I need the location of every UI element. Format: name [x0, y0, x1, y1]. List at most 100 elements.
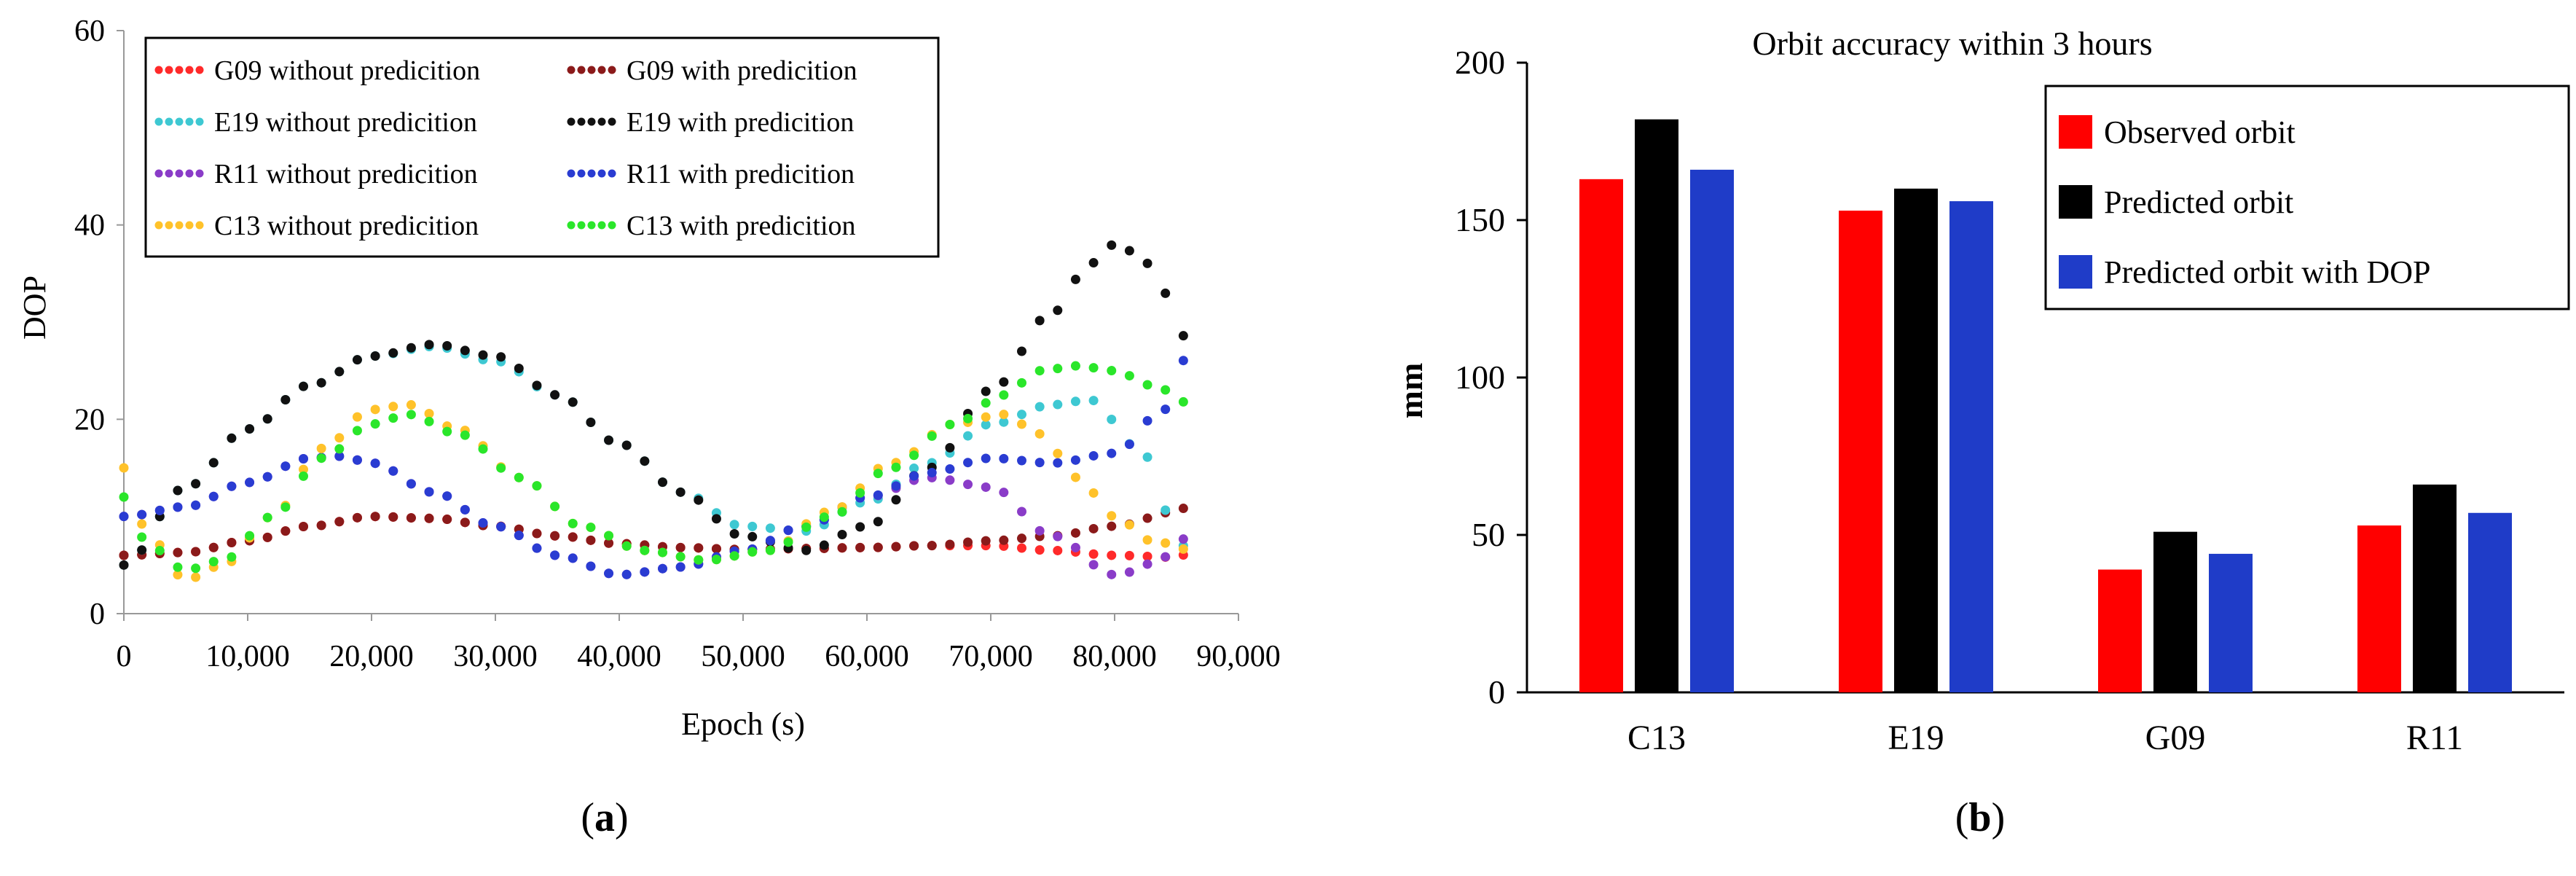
a-legend-marker-dot [195, 117, 204, 126]
a-data-point [262, 472, 272, 482]
a-legend-entry: R11 without predicition [154, 159, 478, 189]
a-data-point [262, 532, 272, 542]
a-data-point [334, 444, 345, 454]
a-legend-marker-dot [185, 66, 194, 74]
a-data-point [316, 443, 326, 453]
a-series-g09-with-predicition [119, 504, 1188, 560]
a-data-point [1034, 525, 1045, 536]
a-data-point [729, 551, 739, 561]
a-data-point [981, 482, 991, 492]
a-data-point [1142, 258, 1152, 268]
a-data-point [352, 512, 362, 523]
a-data-point [945, 475, 955, 485]
a-data-point [981, 536, 991, 546]
a-data-point [783, 525, 793, 536]
a-data-point [245, 424, 255, 434]
a-data-point [765, 523, 775, 533]
bar-r11-predicted-orbit [2413, 484, 2457, 692]
a-y-axis-label: DOP [17, 275, 52, 340]
a-data-point [1088, 549, 1099, 559]
b-legend-entry: Predicted orbit [2059, 184, 2293, 220]
a-legend-entry: G09 with predicition [567, 55, 857, 86]
a-legend-marker-dot [154, 66, 163, 74]
a-data-point [316, 453, 326, 464]
a-data-point [1034, 458, 1045, 468]
a-legend-marker-dot [597, 66, 606, 74]
a-data-point [855, 488, 865, 498]
a-data-point [1034, 316, 1045, 326]
a-legend-label: R11 without predicition [214, 159, 478, 189]
a-data-point [1107, 550, 1117, 560]
a-data-point [406, 479, 416, 489]
a-data-point [1070, 542, 1080, 552]
a-data-point [909, 464, 919, 474]
a-legend-marker-dot [608, 66, 616, 74]
a-panel-label: (a) [581, 795, 628, 840]
a-legend-label: E19 without predicition [214, 107, 477, 138]
a-data-point [1017, 419, 1026, 429]
a-data-point [855, 542, 865, 552]
a-series-r11-without-predicition [119, 451, 1188, 579]
bar-g09-predicted-orbit-with-dop [2209, 553, 2253, 692]
a-data-point [1178, 396, 1188, 407]
a-data-point [460, 517, 470, 528]
a-data-point [119, 463, 129, 473]
a-data-point [370, 419, 380, 429]
a-series-c13-without-predicition [119, 400, 1188, 582]
a-data-point [119, 560, 129, 570]
a-data-point [1070, 455, 1080, 465]
bar-e19-predicted-orbit-with-dop [1949, 201, 1993, 693]
a-data-point [1161, 552, 1171, 562]
a-legend-marker-dot [165, 169, 173, 178]
a-data-point [640, 567, 650, 577]
b-tick-labels: 0 50 100 150 200 C13 E19 G09 R11 [1455, 44, 2463, 757]
a-data-point [1142, 559, 1152, 569]
a-legend-marker-dot [597, 169, 606, 178]
a-legend: G09 without predicition G09 with predicit… [144, 36, 940, 258]
a-data-point [227, 552, 237, 562]
a-data-point [999, 535, 1009, 545]
b-y-tick-label: 0 [1488, 673, 1505, 711]
a-x-axis-label: Epoch (s) [681, 706, 805, 742]
a-data-point [675, 487, 686, 497]
a-data-point [191, 479, 201, 489]
a-data-point [999, 390, 1009, 400]
a-data-point [1053, 458, 1063, 468]
a-data-point [442, 491, 452, 501]
a-data-point [999, 453, 1009, 464]
a-data-point [1124, 439, 1134, 450]
a-data-point [1017, 378, 1026, 388]
a-data-point [711, 514, 721, 524]
a-legend-marker-dot [567, 66, 576, 74]
a-data-point [388, 413, 398, 423]
a-legend-label: G09 without predicition [214, 55, 480, 86]
a-data-point [1034, 402, 1045, 412]
a-panel-letter: a [594, 795, 615, 840]
a-data-point [1107, 448, 1117, 458]
a-data-point [173, 502, 183, 512]
a-plot-area [119, 240, 1188, 582]
a-legend-label: E19 with predicition [627, 107, 854, 138]
a-data-point [208, 491, 219, 501]
a-data-point [173, 562, 183, 572]
a-data-point [1053, 399, 1063, 410]
a-data-point [370, 404, 380, 415]
a-data-point [1107, 240, 1117, 250]
a-data-point [316, 378, 326, 388]
a-data-point [604, 435, 614, 445]
a-legend-marker-dot [165, 221, 173, 230]
b-legend-swatch [2059, 255, 2092, 289]
a-x-tick-label: 90,000 [1196, 640, 1281, 673]
a-data-point [1070, 472, 1080, 482]
b-legend-swatch [2059, 185, 2092, 219]
a-legend-marker-dot [587, 66, 596, 74]
a-data-point [370, 512, 380, 522]
a-data-point [299, 521, 308, 531]
a-data-point [442, 426, 452, 437]
a-legend-marker-dot [567, 117, 576, 126]
a-data-point [352, 355, 362, 365]
a-data-point [837, 530, 847, 540]
a-data-point [837, 543, 847, 553]
a-tick-labels: 0 20 40 60 0 10,000 20,000 30,000 40,000 50,000 60… [74, 15, 1281, 673]
bar-c13-predicted-orbit [1635, 119, 1678, 692]
